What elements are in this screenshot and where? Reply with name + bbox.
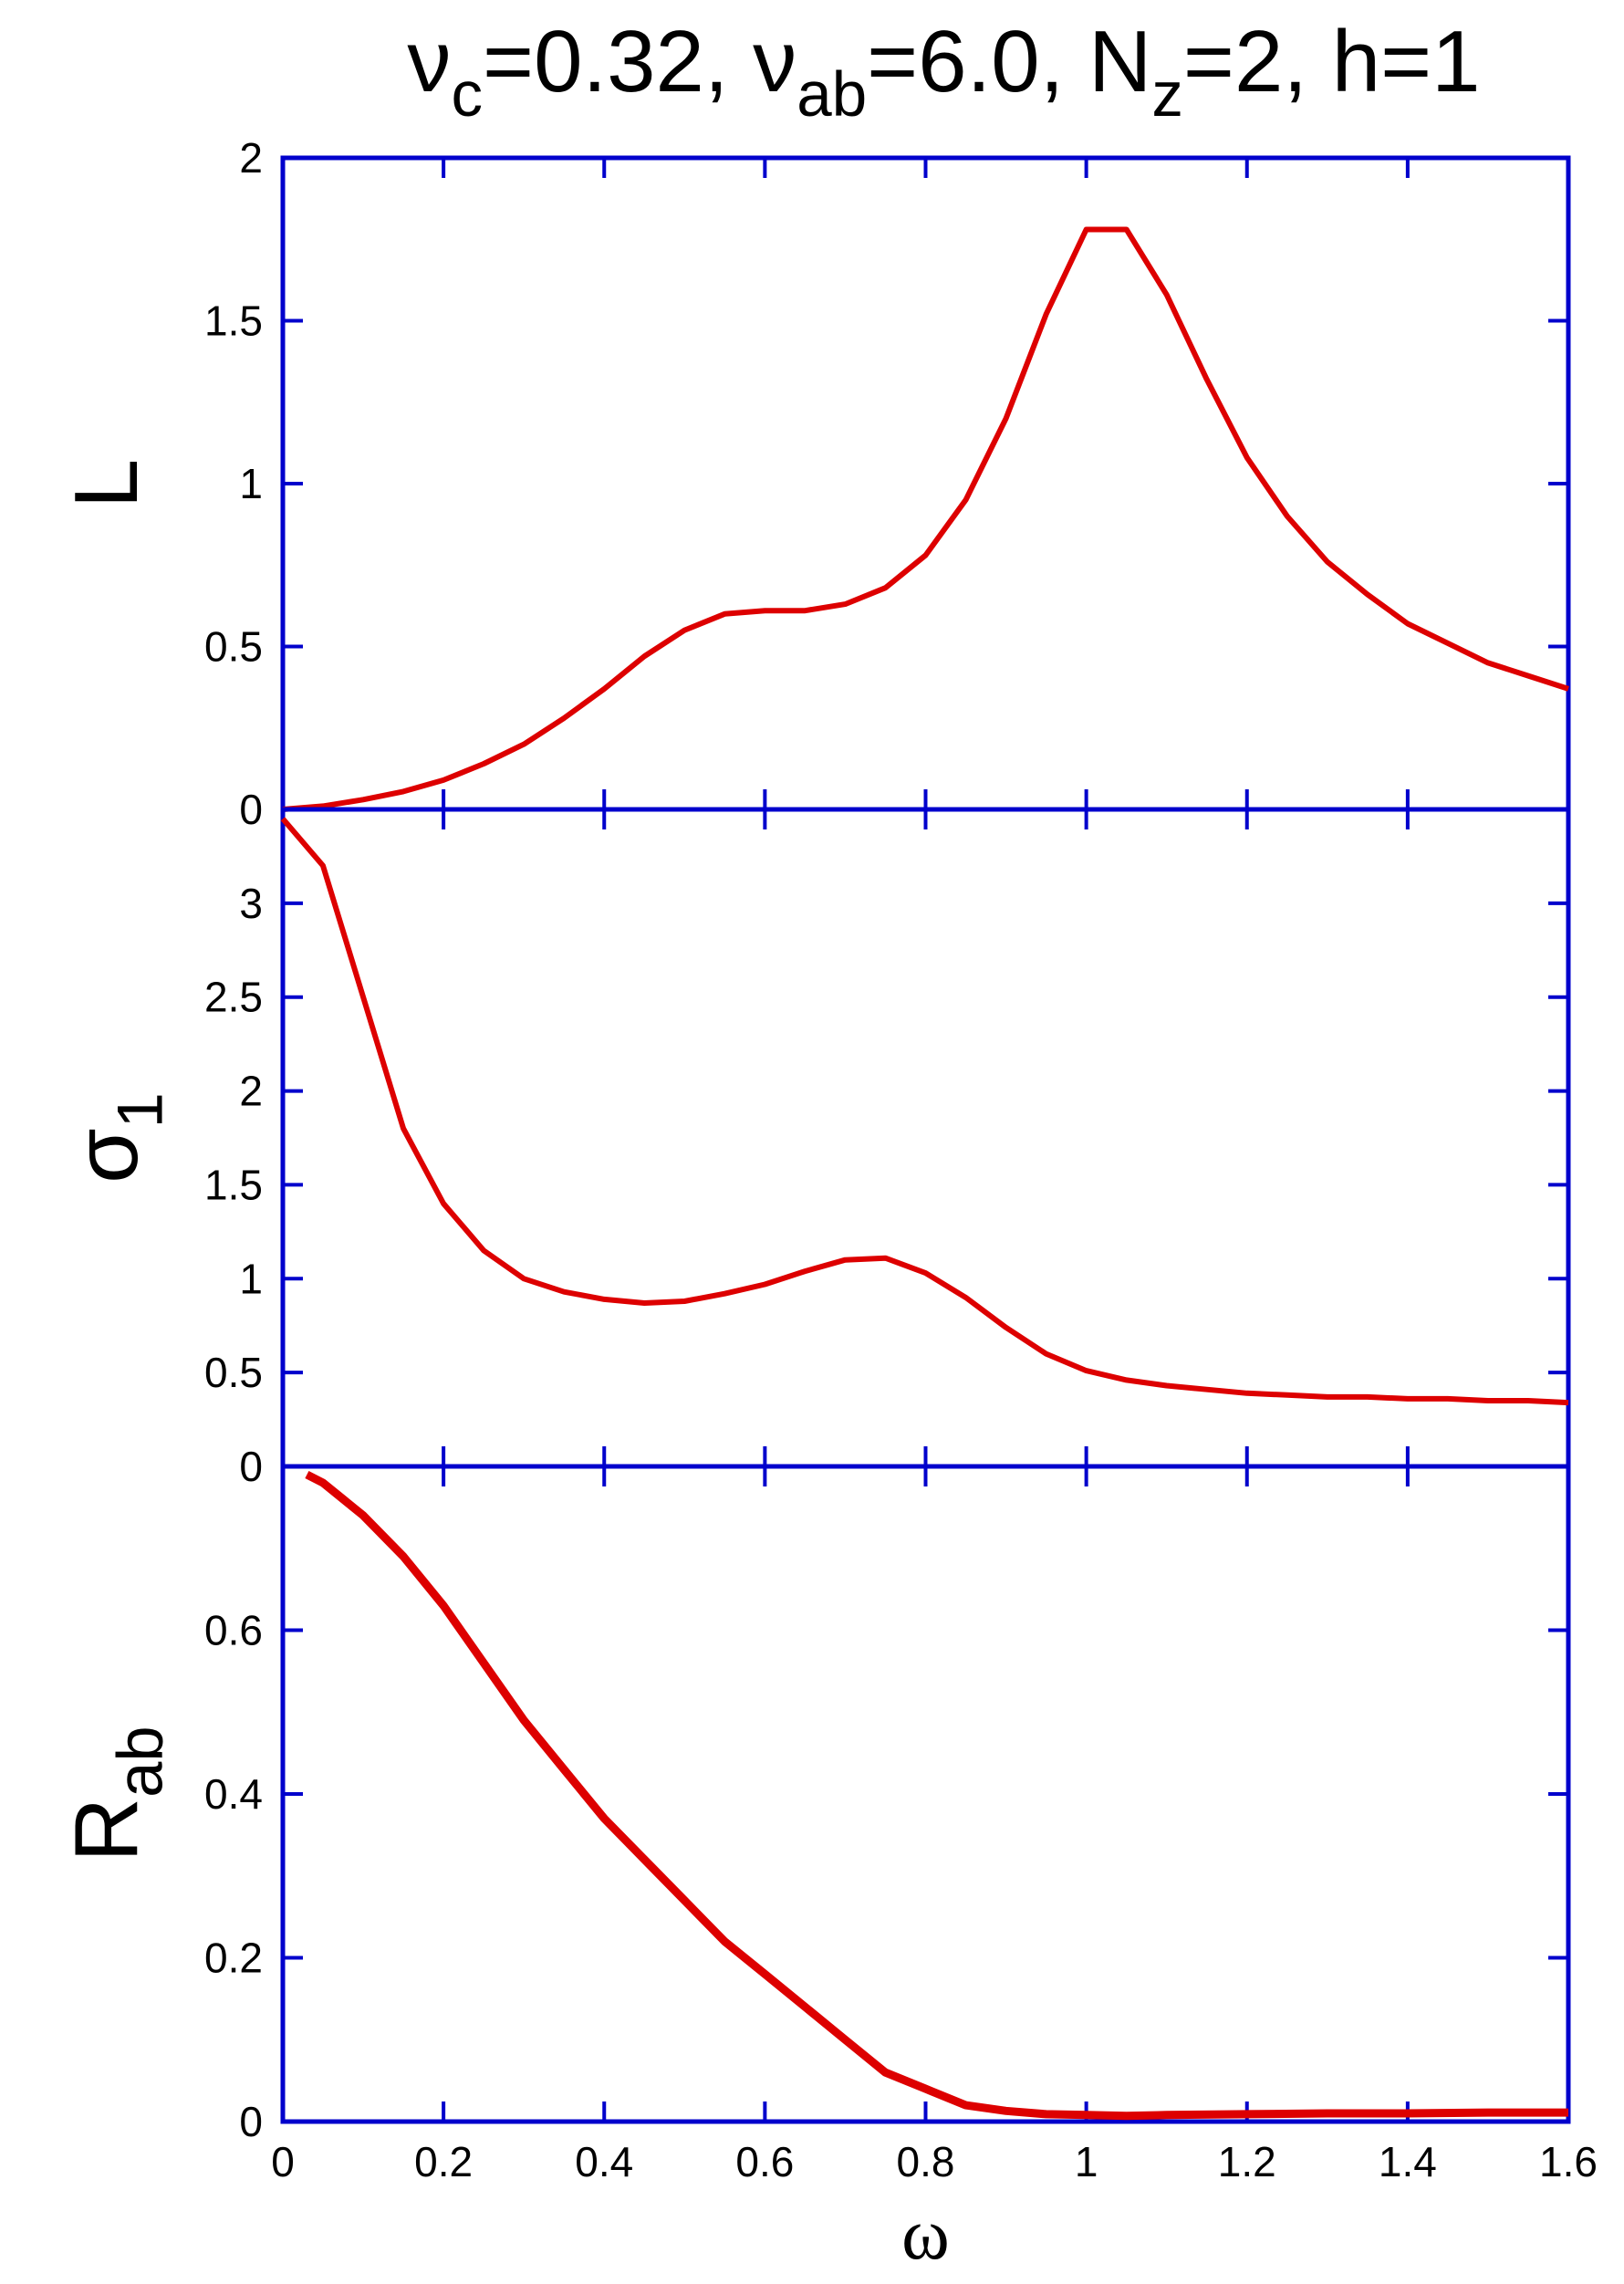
text-part: R bbox=[56, 1798, 156, 1862]
text-part: =6.0, N bbox=[867, 13, 1151, 110]
y-tick-label: 1.5 bbox=[204, 297, 263, 345]
x-tick-label: 0.6 bbox=[735, 2138, 794, 2185]
x-tick-label: 1.4 bbox=[1379, 2138, 1437, 2185]
y-tick-label: 0 bbox=[239, 786, 263, 833]
x-tick-label: 0 bbox=[271, 2138, 295, 2185]
y-tick-label: 0.4 bbox=[204, 1770, 263, 1818]
y-tick-label: 0 bbox=[239, 1443, 263, 1490]
y-tick-label: 0.5 bbox=[204, 1349, 263, 1396]
x-tick-label: 1 bbox=[1075, 2138, 1098, 2185]
y-axis-label: L bbox=[56, 459, 156, 509]
x-tick-label: 0.2 bbox=[414, 2138, 473, 2185]
text-part: =0.32, ν bbox=[483, 13, 796, 110]
subscript: c bbox=[451, 58, 483, 130]
y-tick-label: 2 bbox=[239, 134, 263, 182]
text-part: σ bbox=[56, 1128, 156, 1183]
data-line bbox=[282, 226, 1569, 812]
subscript: z bbox=[1151, 58, 1183, 130]
plot-frame bbox=[280, 807, 1571, 1469]
y-tick-label: 0.2 bbox=[204, 1935, 263, 1982]
data-line bbox=[280, 817, 1569, 1406]
text-part: =2, h=1 bbox=[1183, 13, 1481, 110]
y-tick-label: 2.5 bbox=[204, 974, 263, 1021]
plot-frame bbox=[280, 1464, 1571, 2124]
y-axis-label: Rab bbox=[56, 1726, 175, 1862]
x-tick-label: 0.4 bbox=[575, 2138, 633, 2185]
y-tick-label: 1.5 bbox=[204, 1161, 263, 1208]
y-tick-label: 2 bbox=[239, 1068, 263, 1115]
x-tick-label: 0.8 bbox=[897, 2138, 955, 2185]
subscript: 1 bbox=[103, 1092, 175, 1128]
data-line bbox=[305, 1470, 1568, 2121]
x-tick-label: 1.2 bbox=[1218, 2138, 1276, 2185]
subscript: ab bbox=[796, 58, 867, 130]
text-part: L bbox=[56, 459, 156, 509]
subscript: ab bbox=[103, 1726, 175, 1797]
y-tick-label: 1 bbox=[239, 1255, 263, 1302]
plot-frame bbox=[280, 155, 1571, 812]
y-tick-label: 0.5 bbox=[204, 623, 263, 671]
text-part: ν bbox=[407, 13, 451, 110]
y-tick-label: 3 bbox=[239, 880, 263, 927]
y-tick-label: 1 bbox=[239, 460, 263, 507]
y-tick-label: 0.6 bbox=[204, 1607, 263, 1654]
x-tick-label: 1.6 bbox=[1539, 2138, 1598, 2185]
chart-title: νc=0.32, νab=6.0, Nz=2, h=1 bbox=[407, 13, 1480, 130]
y-tick-label: 0 bbox=[239, 2098, 263, 2145]
y-axis-label: σ1 bbox=[56, 1092, 175, 1184]
x-axis-label: ω bbox=[901, 2195, 950, 2275]
